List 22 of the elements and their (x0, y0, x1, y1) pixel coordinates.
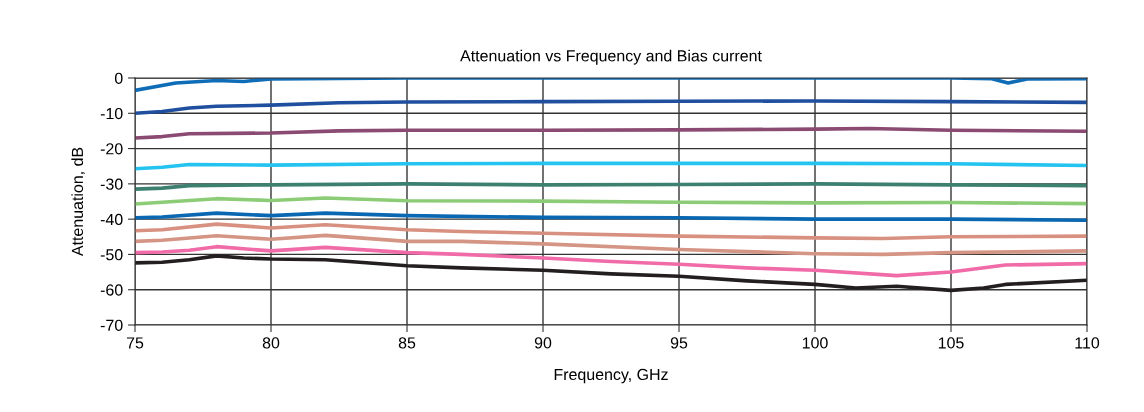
y-tick-label: 0 (114, 72, 123, 84)
line-series (135, 126, 1087, 140)
line-series (135, 196, 1087, 206)
y-tick-label: -40 (100, 213, 123, 226)
y-tick-label: -50 (100, 249, 123, 261)
y-tick-label: -60 (100, 284, 123, 296)
y-tick-label: -10 (100, 107, 123, 120)
line-series (135, 222, 1087, 241)
chart-title: Attenuation vs Frequency and Bias current (460, 49, 762, 65)
x-tick-label: 80 (262, 337, 280, 349)
x-axis-title: Frequency, GHz (554, 368, 668, 384)
y-tick-label: -70 (100, 319, 123, 331)
x-tick-label: 100 (802, 337, 828, 349)
x-tick-label: 90 (534, 337, 552, 349)
y-axis-title: Attenuation, dB (71, 147, 85, 257)
x-tick-label: 75 (126, 337, 144, 349)
x-tick-label: 95 (670, 337, 688, 349)
x-tick-label: 110 (1075, 337, 1100, 349)
y-tick-label: -20 (100, 143, 123, 155)
x-tick-label: 105 (938, 337, 964, 349)
y-tick-label: -30 (100, 178, 123, 190)
x-tick-label: 85 (398, 337, 416, 349)
